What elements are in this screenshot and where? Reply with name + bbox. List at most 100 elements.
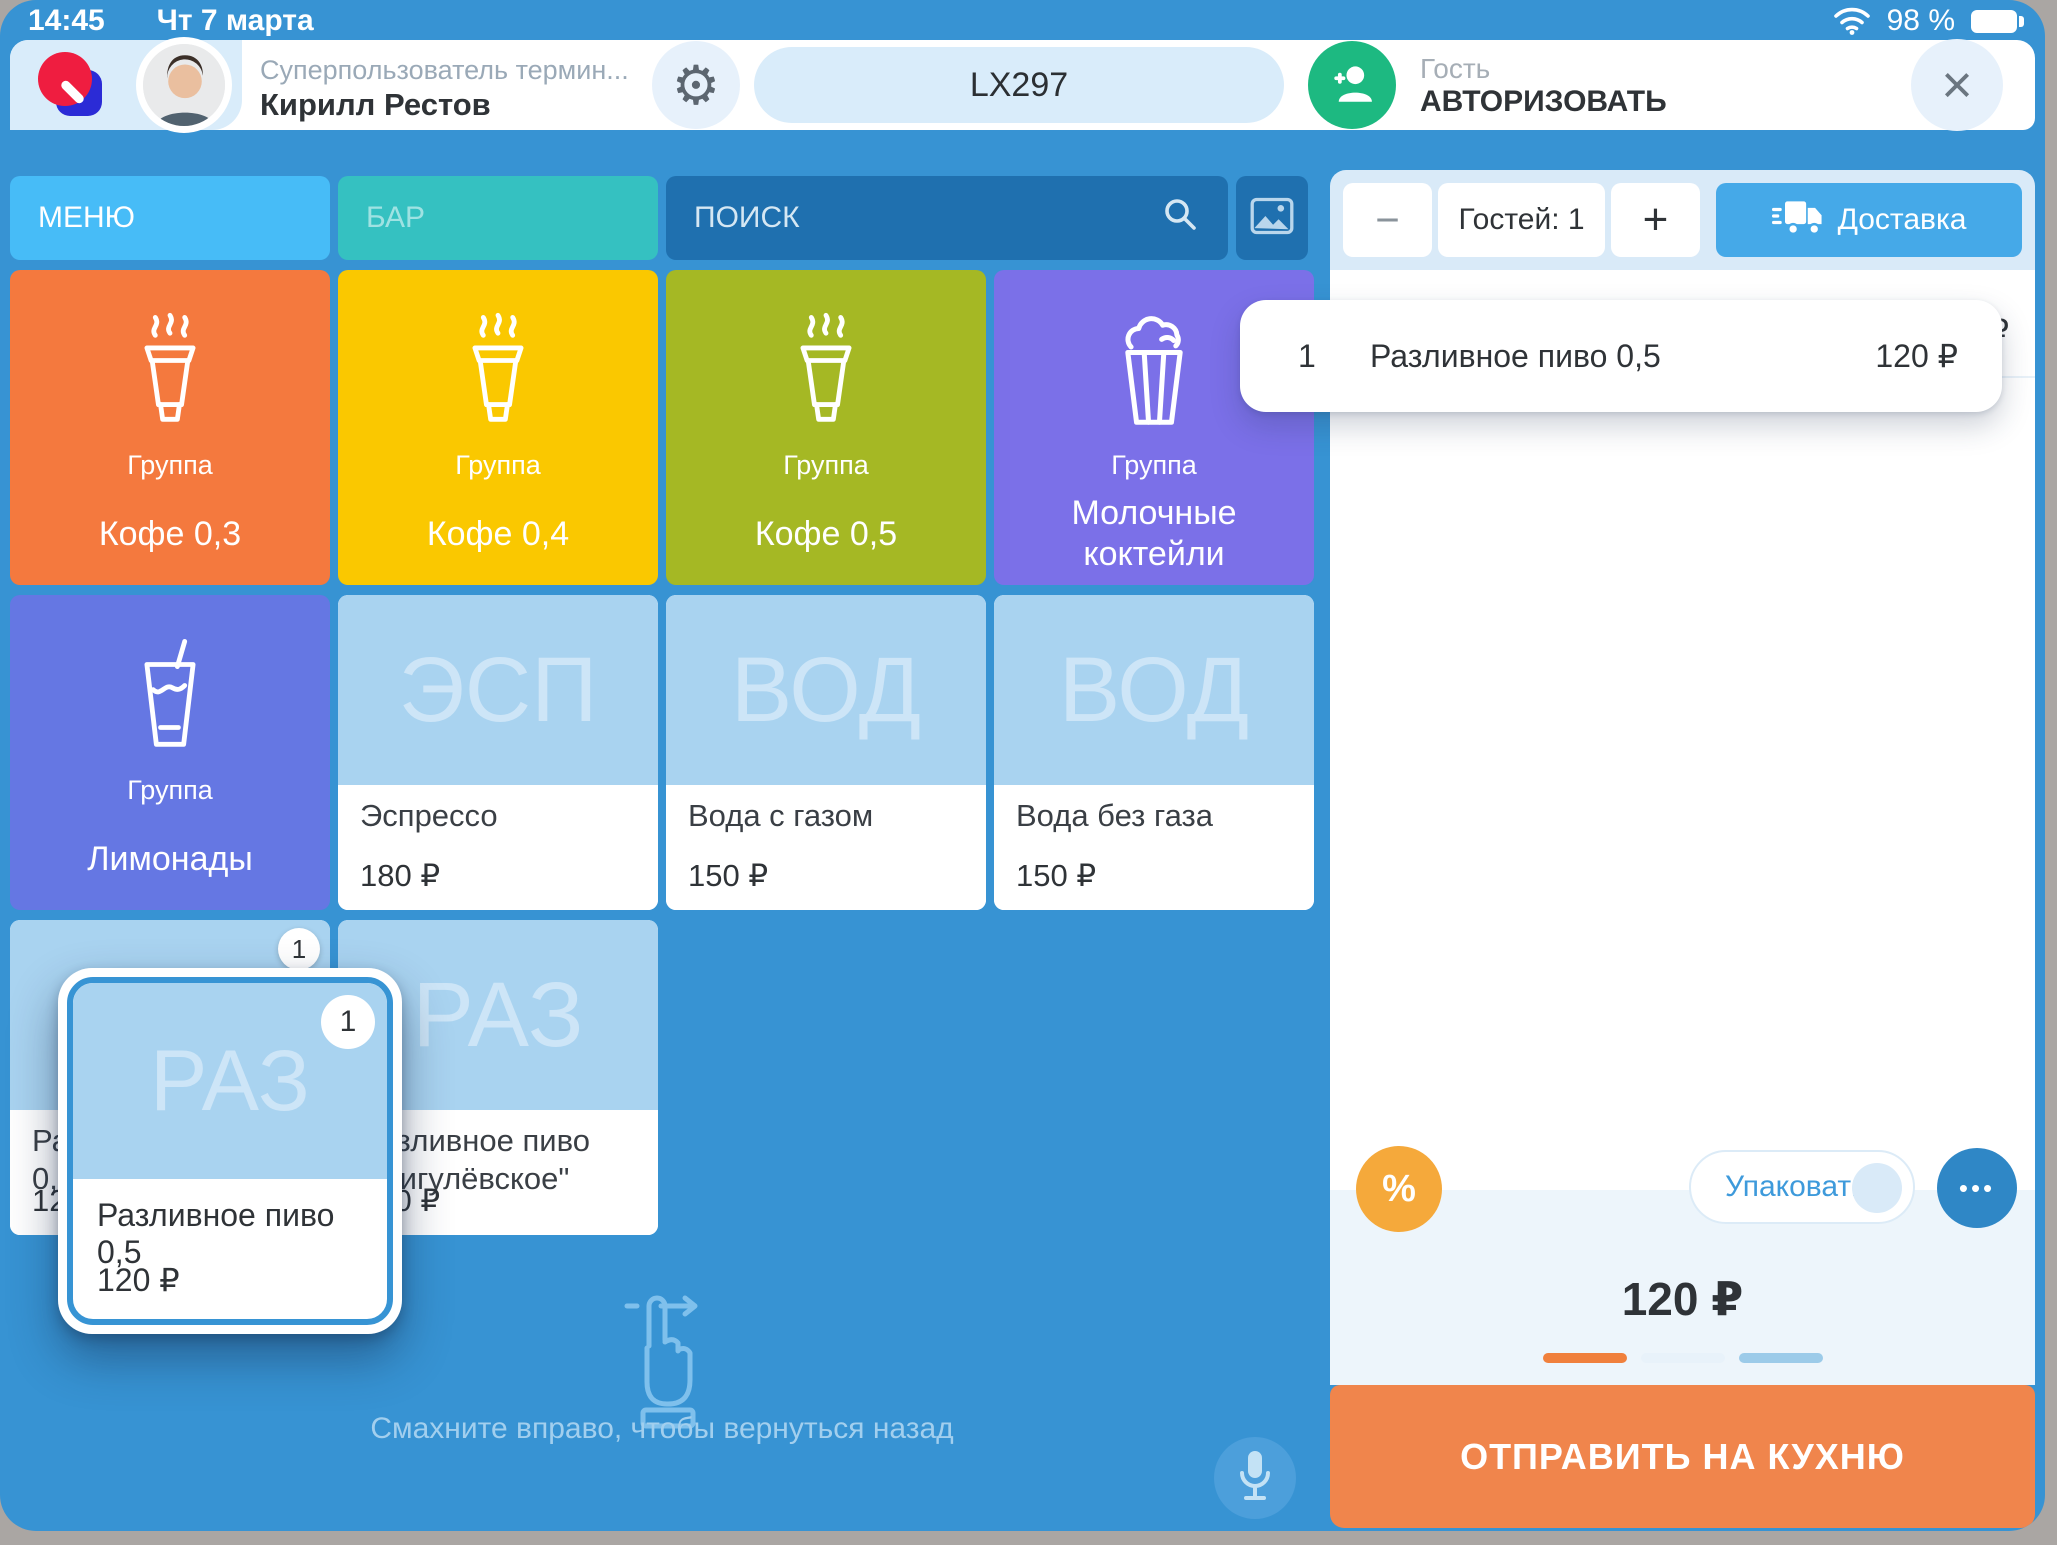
guest-count: Гостей: 1 (1438, 183, 1605, 257)
product-tile[interactable]: ВОД Вода без газа 150 ₽ (994, 595, 1314, 910)
product-info: Вода без газа 150 ₽ (994, 785, 1314, 910)
page-indicator (1330, 1350, 2035, 1368)
microphone-icon (1234, 1448, 1276, 1509)
person-add-icon (1329, 62, 1375, 109)
guest-count-label: Гостей: 1 (1458, 203, 1585, 236)
group-tile[interactable]: Группа Кофе 0,5 (666, 270, 986, 585)
app-logo-icon[interactable] (38, 52, 104, 118)
guest-label: Гость (1420, 53, 1491, 84)
truck-icon (1771, 196, 1824, 244)
group-name: Кофе 0,4 (426, 514, 570, 553)
coffee-cup-icon (10, 304, 330, 438)
close-icon: × (1941, 55, 1973, 115)
tab-menu[interactable]: МЕНЮ (10, 176, 330, 260)
order-row-floating-card[interactable]: 1 Разливное пиво 0,5 120 ₽ (1240, 300, 2002, 412)
tab-menu-label: МЕНЮ (38, 201, 135, 234)
product-price: 150 ₽ (688, 858, 769, 893)
photo-icon (1250, 196, 1294, 241)
send-to-kitchen-label: ОТПРАВИТЬ НА КУХНЮ (1460, 1435, 1905, 1477)
authorize-button[interactable]: АВТОРИЗОВАТЬ (1420, 85, 1667, 118)
group-type-label: Группа (783, 450, 869, 480)
product-info: Вода с газом 150 ₽ (666, 785, 986, 910)
minus-icon: − (1375, 196, 1400, 243)
ellipsis-icon: ••• (1958, 1172, 1996, 1203)
page-dot (1738, 1353, 1823, 1363)
more-button[interactable]: ••• (1937, 1148, 2017, 1228)
gear-icon: ⚙ (671, 55, 721, 116)
dragged-product-name: Разливное пиво 0,5 (97, 1197, 335, 1270)
group-tile[interactable]: Группа Лимонады (10, 595, 330, 910)
group-type-label: Группа (127, 775, 213, 805)
order-card-qty: 1 (1298, 337, 1316, 374)
guest-counter-strip: − Гостей: 1 + (1330, 170, 2035, 270)
toggle-knob (1852, 1163, 1902, 1213)
status-date: Чт 7 марта (156, 4, 314, 37)
product-tile[interactable]: ВОД Вода с газом 150 ₽ (666, 595, 986, 910)
search-icon (1160, 194, 1200, 242)
dragged-card-inner: РАЗ 1 Разливное пиво 0,5 120 ₽ (67, 977, 393, 1325)
image-view-button[interactable] (1236, 176, 1308, 260)
page-dot-active (1542, 1353, 1627, 1363)
discount-button[interactable]: % (1356, 1146, 1442, 1232)
product-abbr: ВОД (666, 595, 986, 785)
coffee-cup-icon (666, 304, 986, 438)
pack-label: Упаковать (1725, 1170, 1867, 1203)
settings-button[interactable]: ⚙ (652, 41, 740, 129)
product-info: Эспрессо 180 ₽ (338, 785, 658, 910)
group-tile[interactable]: Группа Кофе 0,4 (338, 270, 658, 585)
close-button[interactable]: × (1911, 39, 2003, 131)
order-card-price: 120 ₽ (1875, 338, 1958, 374)
guest-minus-button[interactable]: − (1343, 183, 1432, 257)
group-name: Молочные коктейли (1071, 494, 1237, 573)
swipe-hint-text: Смахните вправо, чтобы вернуться назад (370, 1412, 954, 1445)
group-name: Кофе 0,3 (98, 514, 242, 553)
dragged-product-card[interactable]: РАЗ 1 Разливное пиво 0,5 120 ₽ (58, 968, 402, 1334)
coffee-cup-icon (338, 304, 658, 438)
status-bar: 14:45 Чт 7 марта 98 % (0, 0, 2045, 42)
terminal-code-field[interactable]: LX297 (754, 47, 1284, 123)
header-bar: Суперпользователь термин... Кирилл Ресто… (10, 37, 2035, 133)
product-abbr: ВОД (994, 595, 1314, 785)
percent-icon: % (1382, 1167, 1416, 1210)
dragged-product-price: 120 ₽ (97, 1262, 180, 1298)
search-placeholder: ПОИСК (694, 201, 800, 234)
group-type-label: Группа (1111, 450, 1197, 480)
add-guest-button[interactable] (1308, 41, 1396, 129)
product-name: Вода с газом (688, 798, 874, 833)
group-type-label: Группа (127, 450, 213, 480)
product-name: Эспрессо (360, 798, 498, 833)
delivery-label: Доставка (1837, 203, 1967, 236)
battery-percent: 98 % (1886, 4, 1955, 37)
status-time: 14:45 (28, 4, 105, 37)
product-abbr: ЭСП (338, 595, 658, 785)
group-name: Кофе 0,5 (754, 514, 898, 553)
order-card-name: Разливное пиво 0,5 (1370, 337, 1661, 374)
delivery-button[interactable]: Доставка (1716, 183, 2022, 257)
swipe-right-icon (597, 1284, 727, 1439)
search-input[interactable]: ПОИСК (666, 176, 1228, 260)
terminal-code: LX297 (969, 65, 1069, 104)
quantity-badge: 1 (278, 928, 320, 970)
group-tile[interactable]: Группа Молочные коктейли (994, 270, 1314, 585)
microphone-button[interactable] (1214, 1437, 1296, 1519)
product-name: Вода без газа (1016, 798, 1213, 833)
order-total: 120 ₽ (1621, 1273, 1744, 1325)
user-avatar[interactable] (136, 37, 232, 133)
group-tile[interactable]: Группа Кофе 0,3 (10, 270, 330, 585)
pack-toggle[interactable]: Упаковать (1689, 1150, 1915, 1224)
page-dot (1640, 1353, 1725, 1363)
product-price: 150 ₽ (1016, 858, 1097, 893)
tab-bar-label: БАР (366, 201, 426, 234)
order-summary: % Упаковать ••• 120 ₽ (1330, 1146, 2035, 1385)
tab-bar[interactable]: БАР (338, 176, 658, 260)
lemonade-glass-icon (10, 629, 330, 763)
group-name: Лимонады (87, 839, 253, 878)
send-to-kitchen-button[interactable]: ОТПРАВИТЬ НА КУХНЮ (1330, 1385, 2035, 1528)
group-type-label: Группа (455, 450, 541, 480)
guest-plus-button[interactable]: + (1611, 183, 1700, 257)
milkshake-bucket-icon (994, 304, 1314, 438)
product-tile[interactable]: ЭСП Эспрессо 180 ₽ (338, 595, 658, 910)
user-name[interactable]: Кирилл Рестов (260, 87, 491, 122)
